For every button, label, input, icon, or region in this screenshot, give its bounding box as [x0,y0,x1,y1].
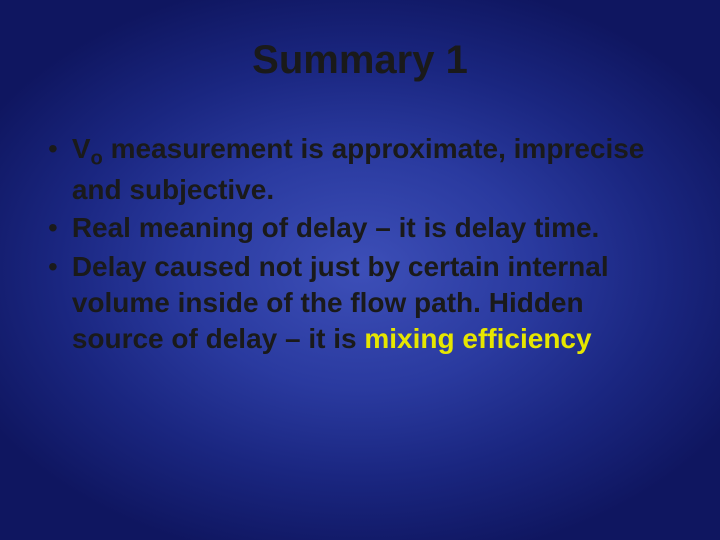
slide: Summary 1 • Vo measurement is approximat… [0,0,720,540]
slide-content: • Vo measurement is approximate, impreci… [0,131,720,358]
bullet-text: Delay caused not just by certain interna… [72,249,672,358]
bullet-subscript: o [91,148,103,170]
bullet-marker: • [48,210,58,246]
bullet-marker: • [48,131,58,167]
bullet-text: Real meaning of delay – it is delay time… [72,210,600,246]
bullet-highlight: mixing efficiency [364,323,591,354]
bullet-marker: • [48,249,58,285]
bullet-text: Vo measurement is approximate, imprecise… [72,131,672,208]
slide-title: Summary 1 [0,0,720,131]
bullet-item: • Delay caused not just by certain inter… [48,249,672,358]
bullet-rest: measurement is approximate, imprecise an… [72,133,645,205]
bullet-item: • Vo measurement is approximate, impreci… [48,131,672,208]
bullet-prefix: V [72,133,91,164]
bullet-item: • Real meaning of delay – it is delay ti… [48,210,672,246]
